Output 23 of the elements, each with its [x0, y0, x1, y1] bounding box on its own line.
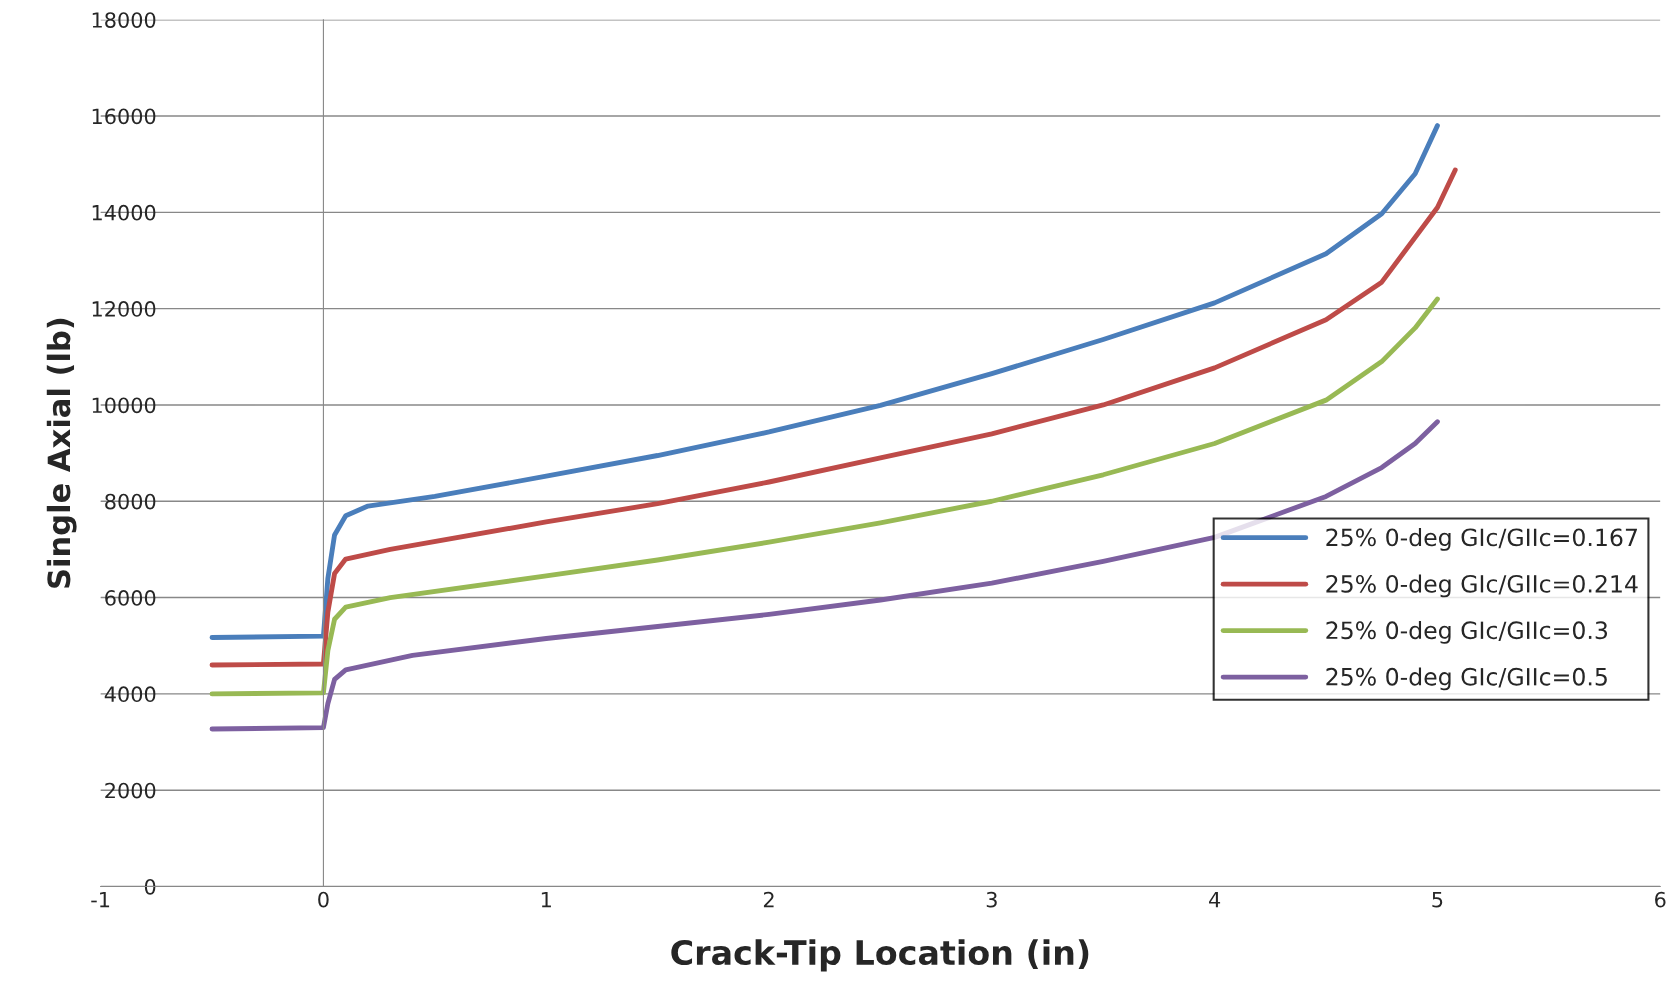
y-axis-title: Single Axial (lb) [46, 318, 77, 588]
y-tick-label: 10000 [92, 397, 156, 414]
legend-label: 25% 0-deg GIc/GIIc=0.214 [1326, 574, 1638, 598]
y-tick-label: 6000 [105, 590, 156, 606]
y-tick-label: 16000 [92, 108, 156, 125]
y-tick-label: 2000 [105, 782, 156, 799]
legend-label: 25% 0-deg GIc/GIIc=0.167 [1326, 528, 1637, 551]
x-tick-label: -1 [91, 892, 110, 908]
x-tick-label: 2 [763, 891, 774, 908]
y-tick-label: 14000 [92, 204, 156, 221]
x-tick-label: 3 [986, 891, 997, 908]
y-tick-label: 8000 [105, 493, 156, 510]
legend-label: 25% 0-deg GIc/GIIc=0.3 [1326, 620, 1608, 644]
x-tick-label: 5 [1432, 892, 1443, 908]
x-tick-label: 0 [318, 891, 329, 908]
y-tick-label: 4000 [104, 686, 156, 703]
y-tick-label: 12000 [92, 301, 156, 317]
x-tick-label: 1 [541, 892, 551, 908]
legend-label: 25% 0-deg GIc/GIIc=0.5 [1326, 667, 1607, 691]
x-axis-title: Crack-Tip Location (in) [671, 939, 1089, 972]
x-tick-label: 4 [1209, 892, 1221, 908]
x-tick-label: 6 [1655, 891, 1666, 908]
y-tick-label: 18000 [92, 12, 156, 28]
